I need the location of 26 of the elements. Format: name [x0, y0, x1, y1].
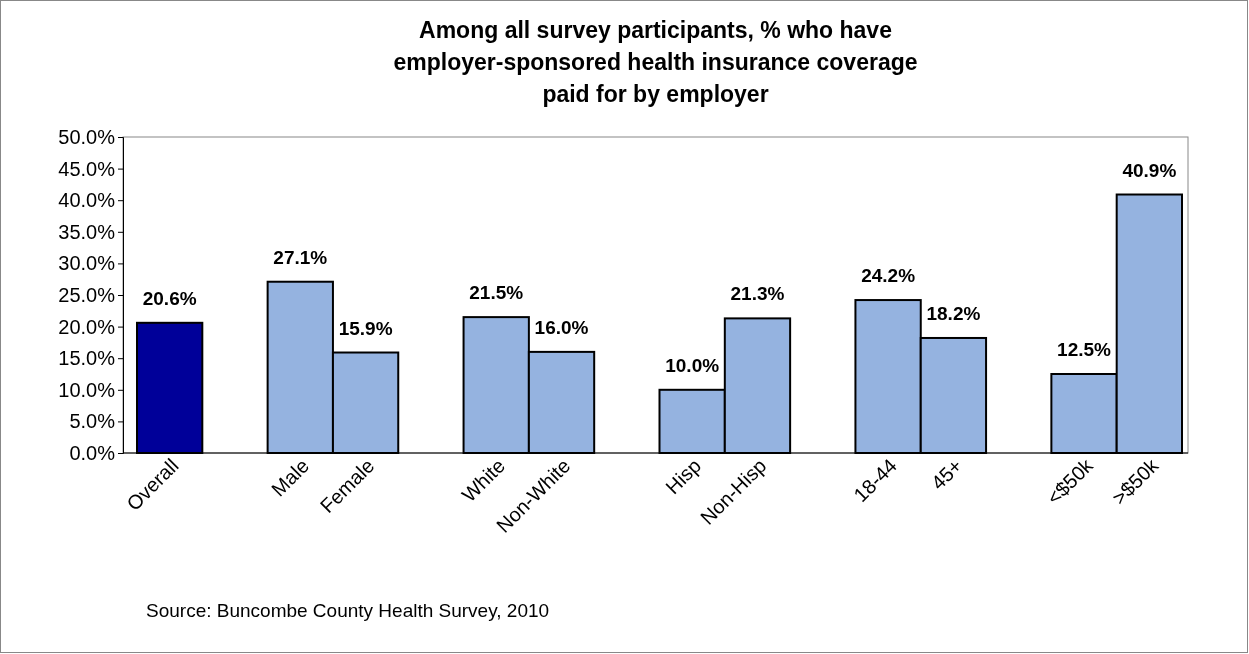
y-tick-label: 40.0% — [58, 189, 116, 212]
data-label: 24.2% — [861, 265, 916, 287]
data-label: 12.5% — [1057, 339, 1112, 360]
y-tick-label: 50.0% — [58, 125, 116, 148]
data-label: 27.1% — [273, 246, 328, 268]
y-tick-label: 20.0% — [58, 315, 116, 338]
data-label: 10.0% — [665, 354, 720, 376]
x-tick-label: 45+ — [926, 454, 967, 494]
data-label: 20.6% — [142, 287, 197, 309]
data-label: 21.3% — [730, 283, 785, 305]
y-tick-label: 5.0% — [69, 410, 116, 433]
source-note: Source: Buncombe County Health Survey, 2010 — [146, 600, 550, 621]
x-tick-label: Hisp — [661, 454, 706, 499]
chart-title: Among all survey participants, % who have employer-sponsored health insurance coverage paid for by employer — [393, 17, 918, 107]
y-tick-label: 15.0% — [58, 347, 116, 370]
y-tick-label: 10.0% — [58, 378, 116, 401]
y-tick-label: 30.0% — [58, 252, 116, 275]
y-tick-label: 45.0% — [58, 157, 116, 180]
data-label: 18.2% — [926, 302, 981, 324]
data-label: 40.9% — [1122, 159, 1177, 181]
y-tick-label: 35.0% — [58, 220, 116, 243]
data-label: 15.9% — [338, 317, 393, 339]
data-label: 16.0% — [534, 316, 589, 338]
y-tick-label: 0.0% — [69, 441, 116, 464]
y-tick-label: 25.0% — [58, 283, 116, 306]
data-label: 21.5% — [469, 282, 524, 304]
